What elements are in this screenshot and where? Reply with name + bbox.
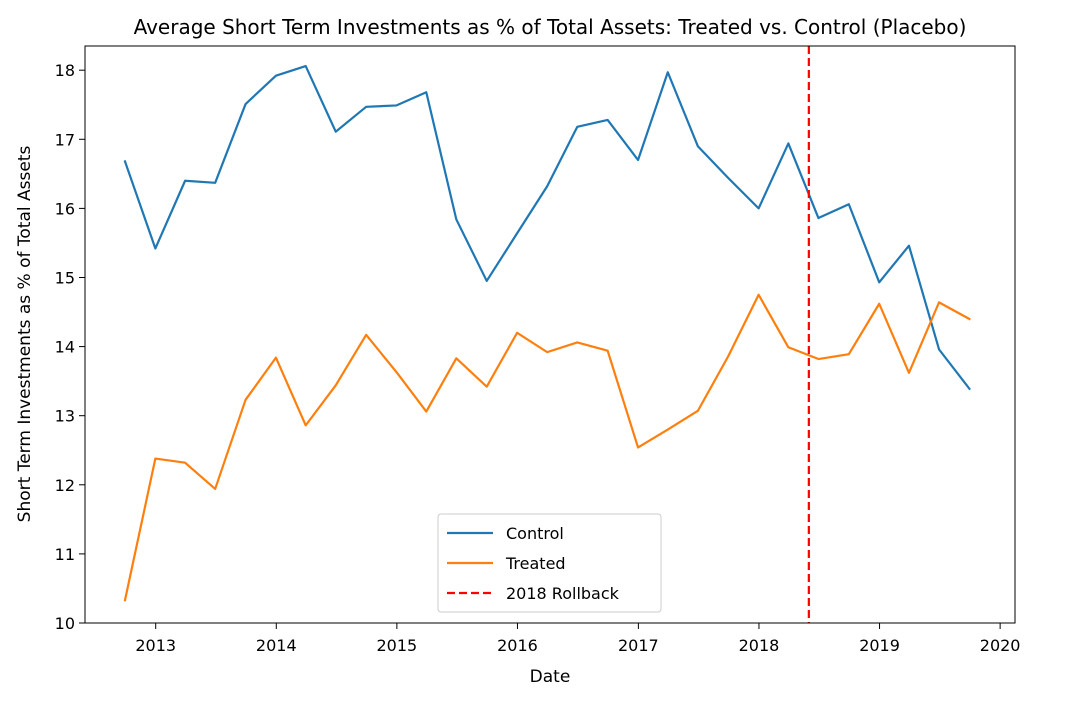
legend-box <box>437 513 662 613</box>
x-tick-label: 2019 <box>859 636 900 655</box>
y-tick-label: 12 <box>55 476 75 495</box>
plot-frame <box>84 45 1016 624</box>
x-tick-label: 2018 <box>739 636 780 655</box>
x-tick-label: 2017 <box>618 636 659 655</box>
series-line-treated <box>123 293 971 602</box>
axes: 2013 2014 2015 2016 2017 2018 2019 2020 10 11 12 13… <box>55 45 1021 655</box>
x-tick-label: 2015 <box>377 636 418 655</box>
plot-area <box>123 46 971 623</box>
y-tick-label: 11 <box>55 545 75 564</box>
y-axis-label: Short Term Investments as % of Total Ass… <box>15 146 35 523</box>
legend-label: 2018 Rollback <box>506 584 620 603</box>
legend: Control Treated 2018 Rollback <box>437 513 662 613</box>
y-tick-label: 10 <box>55 614 75 633</box>
x-tick-label: 2014 <box>256 636 297 655</box>
y-tick-label: 15 <box>55 268 75 287</box>
x-tick-label: 2013 <box>135 636 176 655</box>
x-tick-label: 2020 <box>980 636 1021 655</box>
y-tick-label: 18 <box>55 61 75 80</box>
y-tick-label: 13 <box>55 407 75 426</box>
series-line-control <box>123 64 971 391</box>
legend-label: Control <box>506 524 564 543</box>
y-tick-label: 17 <box>55 130 75 149</box>
y-tick-label: 14 <box>55 338 75 357</box>
chart-title: Average Short Term Investments as % of T… <box>134 15 967 39</box>
x-tick-label: 2016 <box>497 636 538 655</box>
x-axis-label: Date <box>530 667 571 687</box>
y-tick-label: 16 <box>55 199 75 218</box>
legend-label: Treated <box>505 554 566 573</box>
